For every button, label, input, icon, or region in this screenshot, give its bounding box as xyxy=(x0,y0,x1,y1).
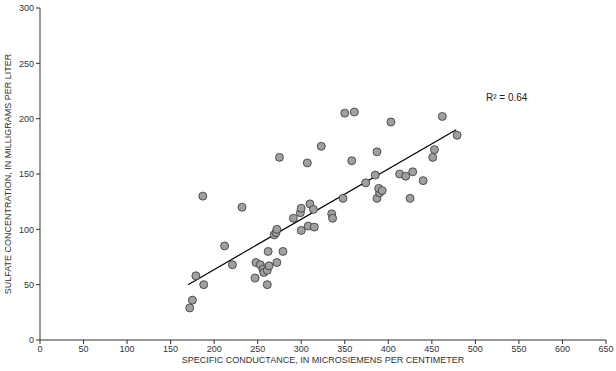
svg-text:100: 100 xyxy=(19,225,34,235)
svg-text:400: 400 xyxy=(381,344,396,354)
svg-text:300: 300 xyxy=(19,3,34,13)
svg-text:450: 450 xyxy=(424,344,439,354)
svg-text:150: 150 xyxy=(163,344,178,354)
svg-text:650: 650 xyxy=(598,344,608,354)
svg-text:250: 250 xyxy=(250,344,265,354)
html-text:SULFATE CONCENTRATION, IN MILL: SULFATE CONCENTRATION, IN MILLIGRAMS PER… xyxy=(3,53,13,295)
svg-text:350: 350 xyxy=(337,344,352,354)
svg-text:0: 0 xyxy=(29,335,34,345)
svg-text:50: 50 xyxy=(24,280,34,290)
svg-text:250: 250 xyxy=(19,59,34,69)
html-text:R² = 0.64: R² = 0.64 xyxy=(486,92,528,103)
svg-text:200: 200 xyxy=(19,114,34,124)
svg-text:600: 600 xyxy=(555,344,570,354)
svg-text:150: 150 xyxy=(19,169,34,179)
svg-text:200: 200 xyxy=(207,344,222,354)
svg-text:300: 300 xyxy=(294,344,309,354)
svg-text:50: 50 xyxy=(79,344,89,354)
svg-text:500: 500 xyxy=(468,344,483,354)
html-text:SPECIFIC CONDUCTANCE, IN MICRO: SPECIFIC CONDUCTANCE, IN MICROSIEMENS PE… xyxy=(181,355,465,365)
svg-text:550: 550 xyxy=(511,344,526,354)
svg-text:0: 0 xyxy=(37,344,42,354)
svg-text:100: 100 xyxy=(120,344,135,354)
